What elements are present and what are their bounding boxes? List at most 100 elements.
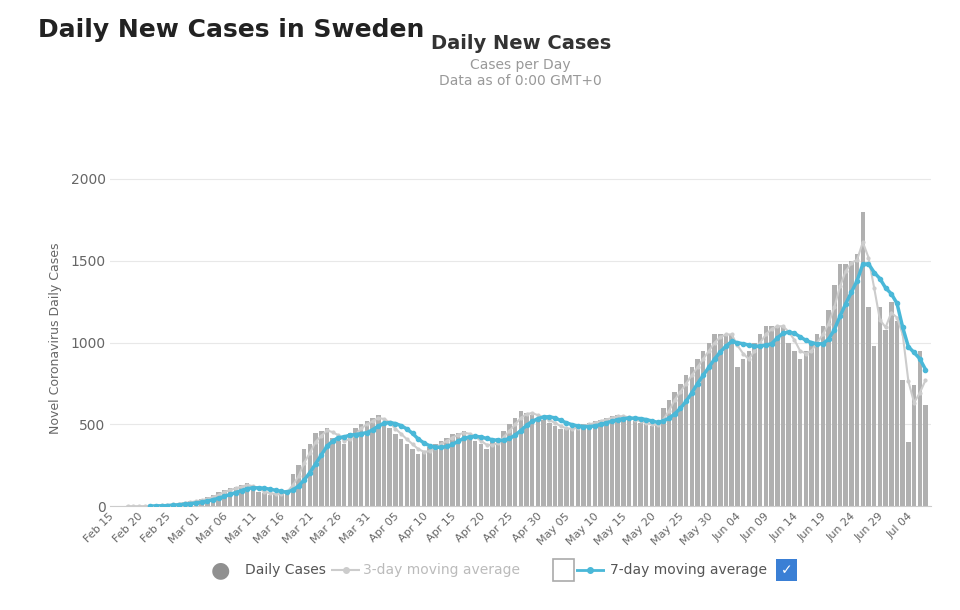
Bar bbox=[827, 310, 830, 506]
Bar bbox=[769, 326, 774, 506]
Bar bbox=[518, 411, 523, 506]
Bar bbox=[638, 423, 643, 506]
Bar bbox=[353, 428, 358, 506]
Bar bbox=[650, 426, 654, 506]
Text: 7-day moving average: 7-day moving average bbox=[610, 564, 767, 577]
Bar bbox=[182, 502, 187, 506]
Bar bbox=[581, 425, 586, 506]
Bar bbox=[462, 431, 467, 506]
Bar bbox=[159, 505, 164, 506]
Bar bbox=[439, 441, 444, 506]
Bar bbox=[468, 437, 471, 506]
Bar bbox=[575, 426, 580, 506]
Bar bbox=[724, 334, 729, 506]
Bar bbox=[741, 359, 745, 506]
Bar bbox=[553, 426, 557, 506]
Bar bbox=[433, 444, 438, 506]
Bar bbox=[838, 264, 842, 506]
Bar bbox=[621, 418, 626, 506]
Bar bbox=[918, 351, 922, 506]
Bar bbox=[695, 359, 700, 506]
Bar bbox=[324, 428, 329, 506]
Bar bbox=[883, 329, 888, 506]
Text: ✓: ✓ bbox=[780, 564, 792, 577]
Bar bbox=[792, 351, 797, 506]
Bar bbox=[866, 307, 871, 506]
Bar bbox=[416, 454, 420, 506]
Bar bbox=[404, 444, 409, 506]
Bar bbox=[336, 441, 341, 506]
Bar bbox=[348, 432, 352, 506]
Bar bbox=[297, 465, 300, 506]
Bar bbox=[211, 495, 215, 506]
Bar bbox=[598, 420, 603, 506]
Bar bbox=[371, 418, 374, 506]
Bar bbox=[205, 497, 209, 506]
Bar bbox=[701, 351, 706, 506]
Bar bbox=[398, 439, 403, 506]
Bar bbox=[633, 421, 637, 506]
Bar bbox=[536, 418, 540, 506]
Bar bbox=[656, 425, 660, 506]
Bar bbox=[809, 343, 814, 506]
Bar bbox=[501, 431, 506, 506]
Bar bbox=[245, 483, 250, 506]
Bar bbox=[912, 385, 917, 506]
Bar bbox=[256, 492, 261, 506]
Bar bbox=[730, 334, 734, 506]
Bar bbox=[171, 504, 176, 506]
Bar bbox=[177, 503, 181, 506]
Bar bbox=[495, 437, 500, 506]
Bar bbox=[924, 405, 927, 506]
Bar bbox=[222, 490, 227, 506]
Bar bbox=[627, 420, 632, 506]
Bar bbox=[615, 415, 620, 506]
Bar bbox=[421, 452, 426, 506]
Bar bbox=[661, 408, 665, 506]
Bar bbox=[763, 326, 768, 506]
Text: 3-day moving average: 3-day moving average bbox=[363, 564, 520, 577]
Bar bbox=[490, 442, 494, 506]
Bar bbox=[644, 425, 648, 506]
Bar bbox=[775, 326, 780, 506]
Bar bbox=[456, 432, 461, 506]
Bar bbox=[530, 415, 535, 506]
Bar bbox=[747, 351, 751, 506]
Bar bbox=[877, 307, 882, 506]
Bar bbox=[854, 254, 859, 506]
Bar bbox=[895, 321, 900, 506]
Bar bbox=[712, 334, 717, 506]
Bar bbox=[365, 421, 370, 506]
Bar bbox=[689, 367, 694, 506]
Bar bbox=[484, 449, 489, 506]
Bar bbox=[330, 437, 335, 506]
Bar bbox=[832, 285, 836, 506]
Bar bbox=[291, 473, 295, 506]
Bar bbox=[301, 449, 306, 506]
Bar bbox=[821, 326, 826, 506]
Bar bbox=[251, 490, 255, 506]
Y-axis label: Novel Coronavirus Daily Cases: Novel Coronavirus Daily Cases bbox=[49, 243, 62, 434]
Bar bbox=[427, 447, 432, 506]
Bar bbox=[672, 392, 677, 506]
Bar bbox=[188, 501, 192, 506]
Bar bbox=[479, 444, 483, 506]
Bar bbox=[735, 367, 739, 506]
Bar bbox=[678, 384, 683, 506]
Bar bbox=[804, 351, 808, 506]
Bar bbox=[233, 487, 238, 506]
Bar bbox=[473, 441, 477, 506]
Bar bbox=[228, 488, 232, 506]
Text: Daily New Cases: Daily New Cases bbox=[431, 34, 611, 52]
Bar bbox=[753, 343, 756, 506]
Bar bbox=[274, 494, 278, 506]
Bar bbox=[307, 444, 312, 506]
Bar bbox=[707, 343, 711, 506]
Bar bbox=[798, 359, 803, 506]
Bar bbox=[844, 264, 848, 506]
Bar bbox=[758, 334, 762, 506]
Bar bbox=[900, 380, 905, 506]
Bar bbox=[444, 437, 449, 506]
Bar bbox=[194, 501, 198, 506]
Bar bbox=[860, 212, 865, 506]
